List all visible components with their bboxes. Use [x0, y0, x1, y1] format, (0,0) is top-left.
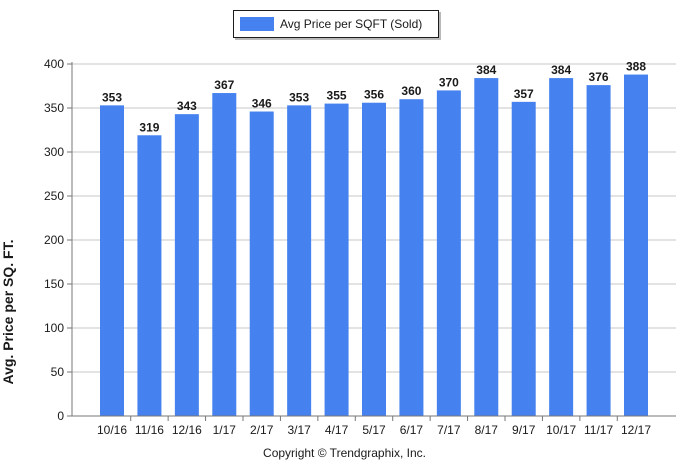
data-label: 346	[252, 97, 272, 111]
data-label: 384	[551, 63, 571, 77]
bar	[249, 111, 274, 417]
bars-layer	[100, 74, 648, 417]
data-label: 376	[589, 70, 609, 84]
x-tick-label: 2/17	[250, 423, 274, 437]
data-label: 367	[214, 78, 234, 92]
x-tick-label: 11/16	[135, 423, 164, 437]
y-tick-label: 250	[44, 189, 64, 203]
data-label: 356	[364, 88, 384, 102]
x-tick-label: 3/17	[287, 423, 311, 437]
axis-layer	[67, 62, 676, 421]
x-tick-label: 8/17	[475, 423, 499, 437]
x-tick-label: 12/17	[621, 423, 651, 437]
data-label: 355	[327, 89, 347, 103]
y-tick-label: 100	[44, 321, 64, 335]
data-label: 370	[439, 75, 459, 89]
labels-layer: 0 50 100 150 200 250 300 350 400 353 10/16 319 11/16…	[44, 57, 651, 437]
data-label: 357	[514, 87, 534, 101]
bar	[399, 99, 424, 416]
bar	[586, 85, 611, 417]
bar	[212, 93, 237, 416]
copyright-footer: Copyright © Trendgraphix, Inc.	[263, 446, 426, 460]
x-tick-label: 10/17	[546, 423, 576, 437]
legend-label: Avg Price per SQFT (Sold)	[280, 17, 423, 31]
data-label: 319	[139, 120, 159, 134]
x-tick-label: 5/17	[362, 423, 386, 437]
bar	[474, 78, 499, 416]
data-label: 360	[401, 84, 421, 98]
y-axis-label: Avg. Price per SQ. FT.	[0, 239, 16, 385]
bar	[137, 135, 162, 416]
y-tick-label: 150	[44, 277, 64, 291]
bar	[549, 78, 574, 416]
bar	[624, 74, 648, 416]
y-tick-label: 200	[44, 233, 64, 247]
x-tick-label: 1/17	[213, 423, 237, 437]
bar	[324, 103, 349, 416]
bar	[287, 105, 312, 417]
y-tick-label: 0	[57, 409, 64, 423]
x-tick-label: 6/17	[400, 423, 424, 437]
bar	[100, 105, 124, 417]
x-tick-label: 11/17	[584, 423, 613, 437]
x-tick-label: 9/17	[512, 423, 536, 437]
data-label: 343	[177, 99, 197, 113]
bar	[511, 101, 536, 416]
bar	[174, 114, 199, 416]
y-tick-label: 400	[44, 57, 64, 71]
bar	[436, 90, 461, 417]
x-tick-label: 12/16	[172, 423, 202, 437]
data-label: 353	[102, 90, 122, 104]
legend-swatch	[240, 17, 274, 31]
y-tick-label: 350	[44, 101, 64, 115]
y-tick-label: 50	[51, 365, 65, 379]
data-label: 353	[289, 90, 309, 104]
y-tick-label: 300	[44, 145, 64, 159]
bar	[362, 102, 386, 416]
x-tick-label: 10/16	[97, 423, 127, 437]
x-tick-label: 4/17	[325, 423, 349, 437]
x-tick-label: 7/17	[437, 423, 461, 437]
data-label: 388	[626, 60, 646, 74]
data-label: 384	[476, 63, 496, 77]
legend: Avg Price per SQFT (Sold)	[233, 10, 439, 38]
